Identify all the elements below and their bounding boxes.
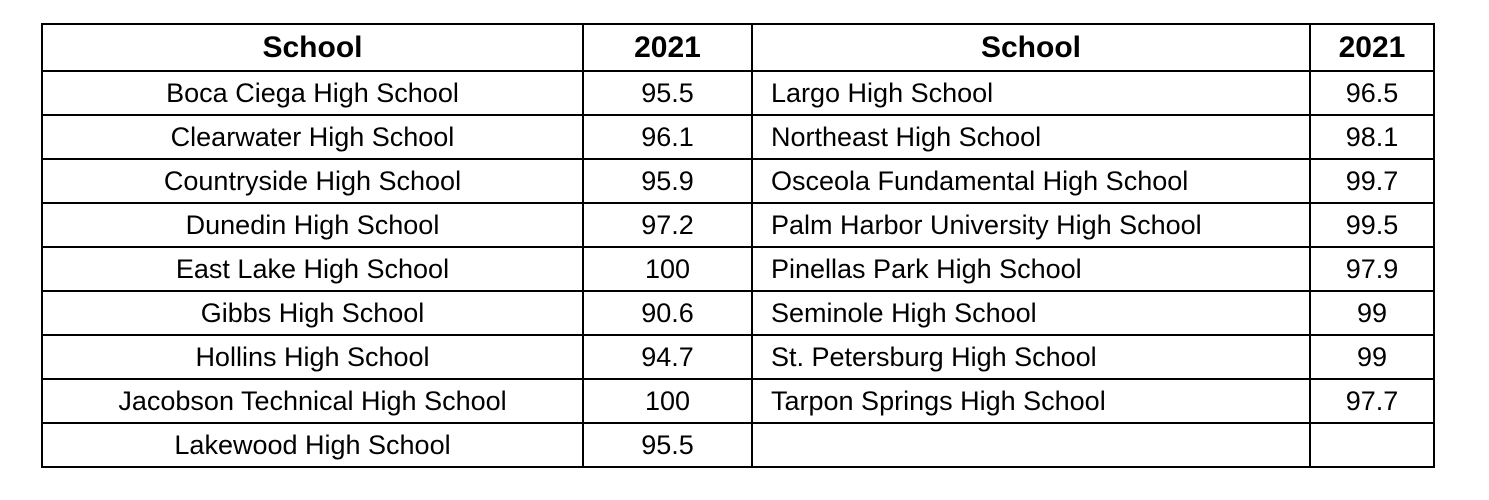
table-row: East Lake High School 100 Pinellas Park Hi…	[41, 246, 1435, 292]
school-name: Gibbs High School	[41, 290, 584, 336]
rate-value: 100	[582, 246, 753, 292]
table-row: Gibbs High School 90.6 Seminole High Schoo…	[41, 290, 1435, 336]
school-name: Pinellas Park High School	[751, 246, 1311, 292]
rate-value: 97.9	[1309, 246, 1435, 292]
school-name: East Lake High School	[41, 246, 584, 292]
school-name: Hollins High School	[41, 334, 584, 380]
table-row: Dunedin High School 97.2 Palm Harbor Unive…	[41, 202, 1435, 248]
school-name: Seminole High School	[751, 290, 1311, 336]
school-table: School 2021 School 2021 Boca Ciega High …	[41, 23, 1435, 468]
table-row: Countryside High School 95.9 Osceola Funda…	[41, 158, 1435, 204]
rate-value: 95.5	[582, 70, 753, 116]
empty-cell	[1309, 422, 1435, 468]
school-name: Largo High School	[751, 70, 1311, 116]
header-row: School 2021 School 2021	[41, 23, 1435, 72]
rate-value: 99.7	[1309, 158, 1435, 204]
school-name: Boca Ciega High School	[41, 70, 584, 116]
table-row: Jacobson Technical High School 100 Tarpon …	[41, 378, 1435, 424]
school-name: Clearwater High School	[41, 114, 584, 160]
rate-value: 99	[1309, 334, 1435, 380]
rate-value: 100	[582, 378, 753, 424]
school-name: Lakewood High School	[41, 422, 584, 468]
rate-value: 97.2	[582, 202, 753, 248]
rate-value: 95.5	[582, 422, 753, 468]
school-name: Countryside High School	[41, 158, 584, 204]
rate-value: 98.1	[1309, 114, 1435, 160]
header-cell: 2021	[582, 23, 753, 72]
school-name: Osceola Fundamental High School	[751, 158, 1311, 204]
school-name: Dunedin High School	[41, 202, 584, 248]
table-row: Lakewood High School 95.5	[41, 422, 1435, 468]
table-row: Hollins High School 94.7 St. Petersburg Hi…	[41, 334, 1435, 380]
school-name: Jacobson Technical High School	[41, 378, 584, 424]
school-name: Tarpon Springs High School	[751, 378, 1311, 424]
rate-value: 97.7	[1309, 378, 1435, 424]
header-cell: School	[41, 23, 584, 72]
header-cell: School	[751, 23, 1311, 72]
table-row: Clearwater High School 96.1 Northeast High…	[41, 114, 1435, 160]
rate-value: 94.7	[582, 334, 753, 380]
rate-value: 96.5	[1309, 70, 1435, 116]
table-body: Boca Ciega High School 95.5 Largo High Sch…	[41, 70, 1435, 468]
header-cell: 2021	[1309, 23, 1435, 72]
rate-value: 90.6	[582, 290, 753, 336]
rate-value: 99.5	[1309, 202, 1435, 248]
table-row: Boca Ciega High School 95.5 Largo High Sch…	[41, 70, 1435, 116]
school-name: Northeast High School	[751, 114, 1311, 160]
school-name: St. Petersburg High School	[751, 334, 1311, 380]
school-name: Palm Harbor University High School	[751, 202, 1311, 248]
rate-value: 95.9	[582, 158, 753, 204]
empty-cell	[751, 422, 1311, 468]
rate-value: 96.1	[582, 114, 753, 160]
rate-value: 99	[1309, 290, 1435, 336]
